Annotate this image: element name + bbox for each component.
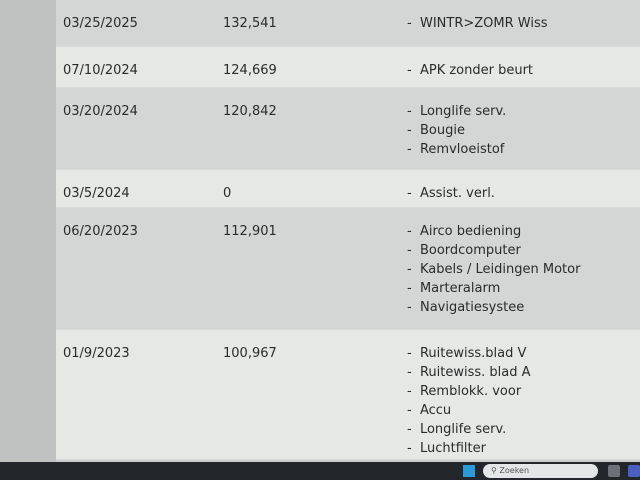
mileage-cell: 124,669 [223, 63, 277, 78]
table-row: 03/20/2024 120,842 Longlife serv.BougieRem… [56, 88, 640, 170]
taskbar-search[interactable]: ⚲ Zoeken [483, 464, 598, 478]
mileage-cell: 0 [223, 186, 232, 201]
mileage-cell: 120,842 [223, 104, 277, 119]
service-item: Remblokk. voor [407, 382, 640, 401]
table-row: 01/9/2023 100,967 Ruitewiss.blad VRuitewis… [56, 330, 640, 460]
service-items-list: APK zonder beurt [407, 61, 640, 80]
service-item: WINTR>ZOMR Wiss [407, 14, 640, 33]
left-margin [0, 0, 56, 462]
table-row: 07/10/2024 124,669 APK zonder beurt [56, 47, 640, 88]
maintenance-history-table: 03/25/2025 132,541 WINTR>ZOMR Wiss 07/10/20… [56, 0, 640, 460]
service-items-list: Longlife serv.BougieRemvloeistof [407, 102, 640, 159]
service-items-list: Airco bedieningBoordcomputerKabels / Lei… [407, 222, 640, 317]
teams-icon[interactable] [628, 465, 640, 477]
mileage-cell: 132,541 [223, 16, 277, 31]
date-cell: 01/9/2023 [63, 346, 130, 361]
mileage-cell: 112,901 [223, 224, 277, 239]
service-item: Longlife serv. [407, 102, 640, 121]
search-placeholder: Zoeken [499, 466, 530, 475]
search-icon: ⚲ [491, 466, 500, 475]
service-item: Kabels / Leidingen Motor [407, 260, 640, 279]
date-cell: 07/10/2024 [63, 63, 138, 78]
table-row: 03/5/2024 0 Assist. verl. [56, 170, 640, 208]
date-cell: 03/5/2024 [63, 186, 130, 201]
mileage-cell: 100,967 [223, 346, 277, 361]
date-cell: 03/20/2024 [63, 104, 138, 119]
service-item: Ruitewiss.blad V [407, 344, 640, 363]
date-cell: 03/25/2025 [63, 16, 138, 31]
service-item: Luchtfilter [407, 439, 640, 458]
service-items-list: Assist. verl. [407, 184, 640, 203]
service-item: Bougie [407, 121, 640, 140]
service-item: Remvloeistof [407, 140, 640, 159]
service-items-list: Ruitewiss.blad VRuitewiss. blad ARemblok… [407, 344, 640, 458]
date-cell: 06/20/2023 [63, 224, 138, 239]
service-item: Accu [407, 401, 640, 420]
taskbar [0, 462, 640, 480]
table-row: 03/25/2025 132,541 WINTR>ZOMR Wiss [56, 0, 640, 47]
service-item: Navigatiesystee [407, 298, 640, 317]
service-item: APK zonder beurt [407, 61, 640, 80]
task-view-icon[interactable] [608, 465, 620, 477]
service-item: Assist. verl. [407, 184, 640, 203]
windows-start-icon[interactable] [463, 465, 475, 477]
service-item: Ruitewiss. blad A [407, 363, 640, 382]
service-item: Longlife serv. [407, 420, 640, 439]
service-items-list: WINTR>ZOMR Wiss [407, 14, 640, 33]
service-item: Airco bediening [407, 222, 640, 241]
service-item: Marteralarm [407, 279, 640, 298]
table-row: 06/20/2023 112,901 Airco bedieningBoordcom… [56, 208, 640, 330]
service-item: Boordcomputer [407, 241, 640, 260]
